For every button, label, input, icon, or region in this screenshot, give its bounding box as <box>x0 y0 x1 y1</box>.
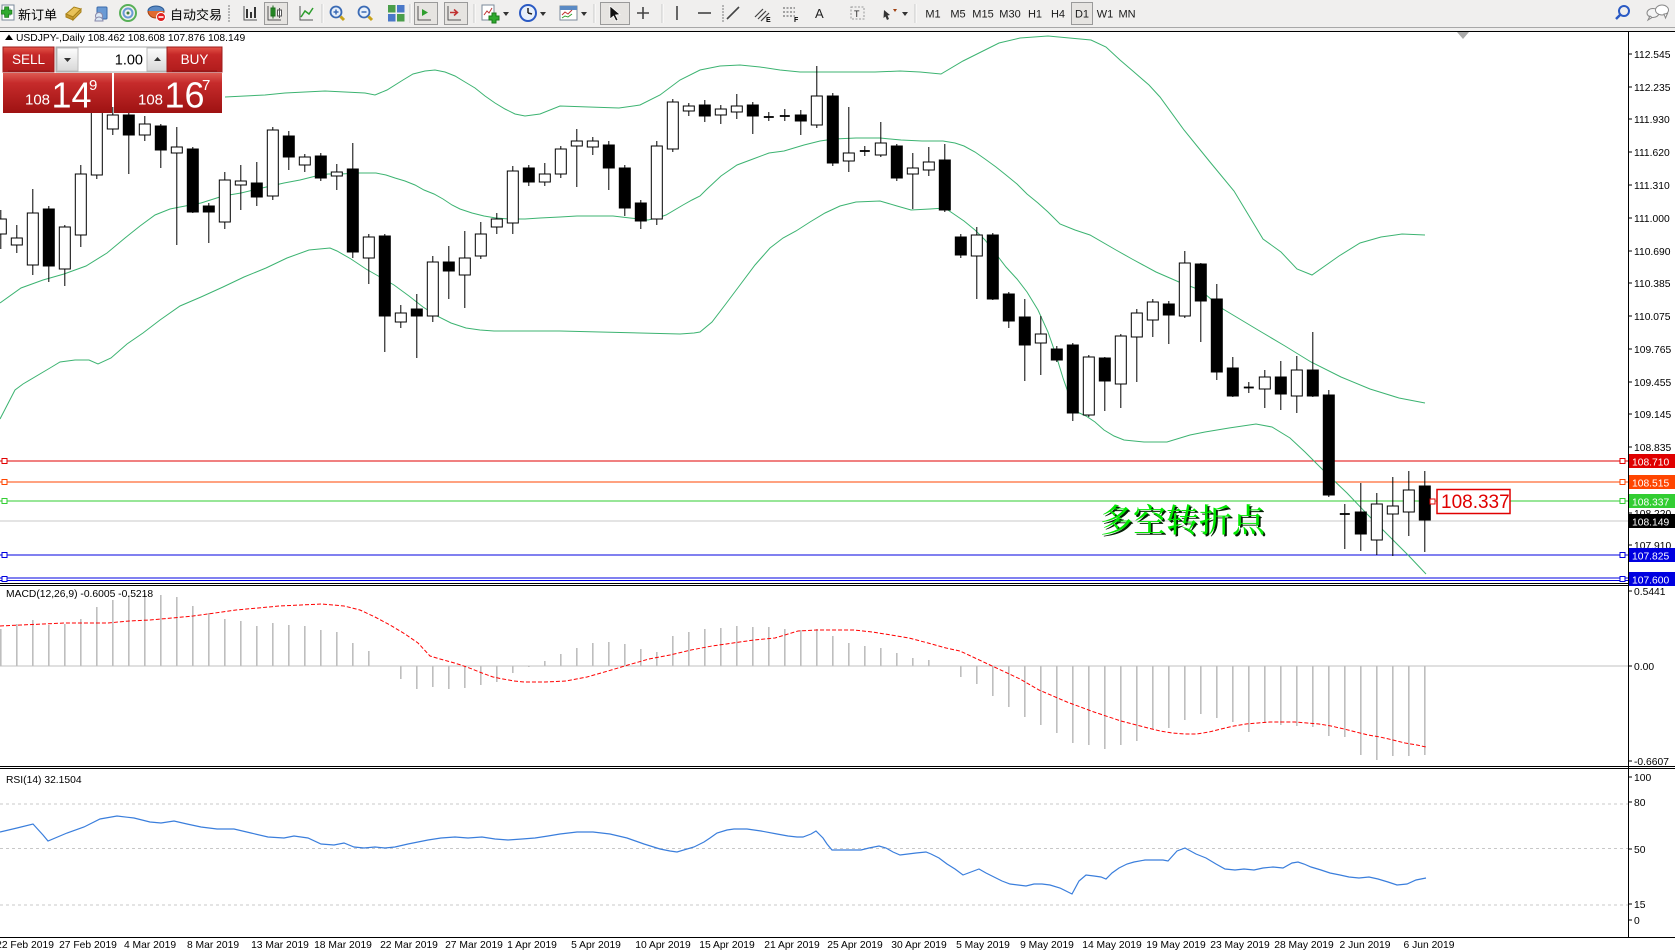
svg-text:H4: H4 <box>1051 9 1065 21</box>
svg-text:14 May 2019: 14 May 2019 <box>1082 940 1142 951</box>
svg-text:108.149: 108.149 <box>1632 518 1669 529</box>
svg-text:108.835: 108.835 <box>1634 443 1671 454</box>
svg-text:22 Mar 2019: 22 Mar 2019 <box>380 940 438 951</box>
svg-text:16: 16 <box>165 75 205 116</box>
svg-text:W1: W1 <box>1097 9 1114 21</box>
svg-text:9: 9 <box>89 77 97 94</box>
svg-text:6 Jun 2019: 6 Jun 2019 <box>1404 940 1455 951</box>
svg-text:27 Feb 2019: 27 Feb 2019 <box>59 940 117 951</box>
svg-text:108: 108 <box>25 92 50 109</box>
svg-text:112.235: 112.235 <box>1634 83 1671 94</box>
svg-text:13 Mar 2019: 13 Mar 2019 <box>251 940 309 951</box>
svg-text:5 May 2019: 5 May 2019 <box>956 940 1010 951</box>
svg-text:4 Mar 2019: 4 Mar 2019 <box>124 940 176 951</box>
svg-text:MACD(12,26,9) -0.6005 -0.5218: MACD(12,26,9) -0.6005 -0.5218 <box>6 589 153 600</box>
svg-text:E: E <box>766 17 771 24</box>
svg-text:100: 100 <box>1634 773 1651 784</box>
svg-text:A: A <box>815 6 824 21</box>
svg-text:27 Mar 2019: 27 Mar 2019 <box>445 940 503 951</box>
svg-text:15: 15 <box>1634 900 1646 911</box>
svg-text:109.145: 109.145 <box>1634 410 1671 421</box>
svg-text:1.00: 1.00 <box>115 53 143 69</box>
svg-text:1 Apr 2019: 1 Apr 2019 <box>507 940 557 951</box>
svg-text:108.337: 108.337 <box>1441 492 1510 513</box>
svg-text:M1: M1 <box>925 9 940 21</box>
svg-text:111.620: 111.620 <box>1634 148 1670 159</box>
svg-text:111.310: 111.310 <box>1634 181 1670 192</box>
svg-text:19 May 2019: 19 May 2019 <box>1146 940 1206 951</box>
svg-text:10 Apr 2019: 10 Apr 2019 <box>635 940 691 951</box>
svg-text:9 May 2019: 9 May 2019 <box>1020 940 1074 951</box>
svg-text:107.910: 107.910 <box>1634 541 1671 552</box>
svg-text:8 Mar 2019: 8 Mar 2019 <box>187 940 239 951</box>
svg-text:21 Apr 2019: 21 Apr 2019 <box>764 940 820 951</box>
svg-text:108.710: 108.710 <box>1632 458 1669 469</box>
svg-text:0.00: 0.00 <box>1634 662 1654 673</box>
svg-text:RSI(14) 32.1504: RSI(14) 32.1504 <box>6 775 82 786</box>
svg-text:108.337: 108.337 <box>1632 498 1669 509</box>
svg-text:80: 80 <box>1634 798 1646 809</box>
svg-text:110.075: 110.075 <box>1634 312 1671 323</box>
svg-text:30 Apr 2019: 30 Apr 2019 <box>891 940 947 951</box>
svg-text:M30: M30 <box>999 9 1020 21</box>
svg-text:14: 14 <box>52 75 92 116</box>
svg-text:USDJPY-,Daily 108.462 108.608: USDJPY-,Daily 108.462 108.608 107.876 10… <box>16 33 245 44</box>
svg-text:F: F <box>794 17 799 24</box>
svg-text:5 Apr 2019: 5 Apr 2019 <box>571 940 621 951</box>
svg-text:22 Feb 2019: 22 Feb 2019 <box>0 940 54 951</box>
svg-text:0: 0 <box>1634 916 1640 927</box>
svg-text:18 Mar 2019: 18 Mar 2019 <box>314 940 372 951</box>
svg-text:108.515: 108.515 <box>1632 479 1669 490</box>
svg-text:109.455: 109.455 <box>1634 378 1671 389</box>
svg-text:108: 108 <box>138 92 163 109</box>
svg-text:7: 7 <box>202 77 210 94</box>
svg-text:D1: D1 <box>1075 9 1089 21</box>
svg-text:0.5441: 0.5441 <box>1634 587 1666 598</box>
svg-text:-0.6607: -0.6607 <box>1634 757 1669 768</box>
svg-text:BUY: BUY <box>181 52 209 67</box>
svg-text:110.385: 110.385 <box>1634 279 1671 290</box>
svg-text:50: 50 <box>1634 845 1646 856</box>
svg-text:110.690: 110.690 <box>1634 247 1671 258</box>
svg-text:M5: M5 <box>950 9 965 21</box>
svg-text:23 May 2019: 23 May 2019 <box>1210 940 1270 951</box>
svg-text:112.545: 112.545 <box>1634 50 1671 61</box>
svg-text:28 May 2019: 28 May 2019 <box>1274 940 1334 951</box>
svg-text:2 Jun 2019: 2 Jun 2019 <box>1340 940 1391 951</box>
svg-text:109.765: 109.765 <box>1634 345 1671 356</box>
svg-text:SELL: SELL <box>12 52 46 67</box>
svg-text:111.000: 111.000 <box>1634 214 1670 225</box>
svg-text:H1: H1 <box>1028 9 1042 21</box>
svg-text:111.930: 111.930 <box>1634 115 1670 126</box>
svg-text:107.825: 107.825 <box>1632 552 1669 563</box>
svg-text:T: T <box>854 9 860 19</box>
svg-text:15 Apr 2019: 15 Apr 2019 <box>699 940 755 951</box>
svg-text:25 Apr 2019: 25 Apr 2019 <box>827 940 883 951</box>
svg-text:107.600: 107.600 <box>1632 576 1669 587</box>
svg-text:M15: M15 <box>972 9 993 21</box>
svg-text:MN: MN <box>1118 9 1135 21</box>
